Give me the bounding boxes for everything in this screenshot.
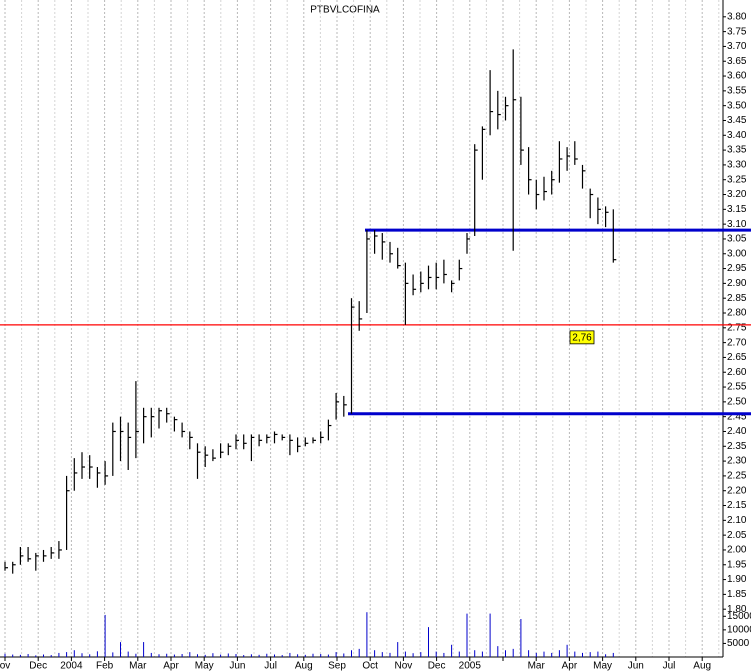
y-tick-label: 3.40: [727, 130, 747, 141]
x-tick-label: Oct: [362, 661, 378, 672]
y-tick-label: 3.50: [727, 100, 747, 111]
y-tick-label: 3.35: [727, 145, 747, 156]
y-tick-label: 3.10: [727, 219, 747, 230]
x-tick-label: ov: [0, 661, 10, 672]
y-tick-label: 3.15: [727, 204, 747, 215]
x-tick-label: Dec: [428, 661, 446, 672]
y-tick-label: 2.65: [727, 352, 747, 363]
y-tick-label: 2.80: [727, 308, 747, 319]
x-tick-label: Jul: [264, 661, 277, 672]
y-tick-label: 3.70: [727, 41, 747, 52]
y-tick-label: 3.45: [727, 115, 747, 126]
x-tick-label: Apr: [562, 661, 578, 672]
y-tick-label: 3.00: [727, 248, 747, 259]
y-tick-label: 2.55: [727, 382, 747, 393]
y-tick-label: 2.05: [727, 530, 747, 541]
x-tick-label: 2005: [459, 661, 482, 672]
level-label-box: [569, 330, 595, 345]
y-tick-label: 2.85: [727, 293, 747, 304]
y-tick-label: 3.05: [727, 234, 747, 245]
y-tick-label: 2.00: [727, 545, 747, 556]
y-tick-label: 2.45: [727, 411, 747, 422]
x-tick-label: Mar: [528, 661, 546, 672]
y-tick-label: 3.60: [727, 71, 747, 82]
y-tick-label: 2.75: [727, 322, 747, 333]
y-tick-label: 2.15: [727, 500, 747, 511]
x-tick-label: Aug: [693, 661, 711, 672]
y-tick-label: 2.90: [727, 278, 747, 289]
y-tick-label: 2.40: [727, 426, 747, 437]
x-tick-label: Mar: [129, 661, 147, 672]
x-tick-label: 2004: [60, 661, 83, 672]
y-tick-label: 2.30: [727, 456, 747, 467]
x-tick-label: Aug: [295, 661, 313, 672]
y-tick-label: 2.20: [727, 485, 747, 496]
volume-tick-label: 10000: [727, 624, 751, 635]
y-tick-label: 2.60: [727, 367, 747, 378]
y-tick-label: 2.35: [727, 441, 747, 452]
y-tick-label: 1.95: [727, 559, 747, 570]
y-tick-label: 2.95: [727, 263, 747, 274]
x-tick-label: Jun: [628, 661, 644, 672]
y-tick-label: 3.65: [727, 56, 747, 67]
y-tick-label: 3.75: [727, 26, 747, 37]
y-tick-label: 1.85: [727, 589, 747, 600]
x-tick-label: Jun: [229, 661, 245, 672]
x-tick-label: Dec: [29, 661, 47, 672]
y-tick-label: 1.90: [727, 574, 747, 585]
x-tick-label: Feb: [96, 661, 114, 672]
x-tick-label: Sep: [328, 661, 346, 672]
y-tick-label: 2.70: [727, 337, 747, 348]
y-tick-label: 3.25: [727, 174, 747, 185]
x-tick-label: May: [195, 661, 214, 672]
x-tick-label: May: [593, 661, 612, 672]
y-tick-label: 3.80: [727, 11, 747, 22]
y-tick-label: 2.25: [727, 471, 747, 482]
volume-tick-label: 5000: [727, 638, 750, 649]
y-tick-label: 2.50: [727, 396, 747, 407]
y-tick-label: 3.20: [727, 189, 747, 200]
chart-title: PTBVLCOFINA: [310, 5, 380, 16]
x-tick-label: Jul: [663, 661, 676, 672]
level-label: 2,76: [572, 332, 592, 343]
y-tick-label: 3.30: [727, 160, 747, 171]
y-tick-label: 1.80: [727, 604, 747, 615]
y-tick-label: 2.10: [727, 515, 747, 526]
y-tick-label: 3.55: [727, 85, 747, 96]
volume-tick-label: 15000: [727, 611, 751, 622]
x-tick-label: Apr: [163, 661, 179, 672]
x-tick-label: Nov: [395, 661, 413, 672]
